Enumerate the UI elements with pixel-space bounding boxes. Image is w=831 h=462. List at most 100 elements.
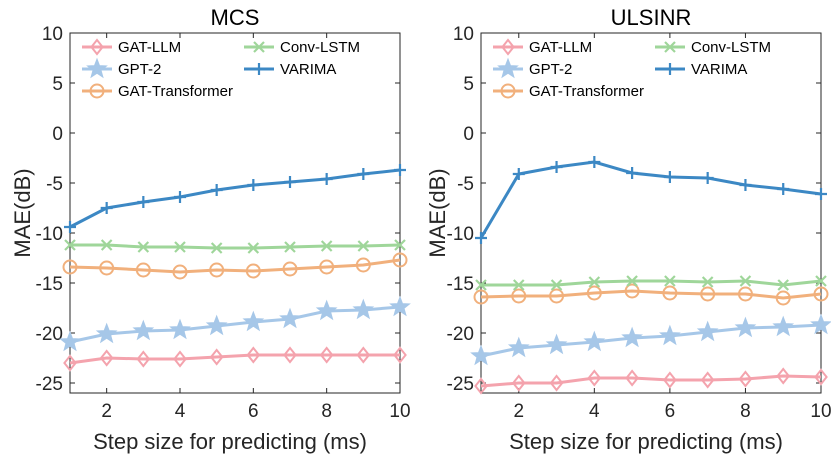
data-point — [169, 318, 191, 340]
data-point — [319, 259, 335, 275]
data-point — [279, 307, 301, 329]
legend: GAT-LLM GPT-2 GAT-Transformer Conv-LSTM VARI… — [493, 38, 771, 100]
series-line — [69, 168, 401, 229]
legend-item: Conv-LSTM — [244, 39, 360, 56]
legend-marker — [501, 38, 515, 56]
series-gat-transformer — [62, 252, 408, 280]
data-point — [205, 314, 228, 336]
data-point — [550, 279, 563, 291]
legend: GAT-LLM GPT-2 GAT-Transformer Conv-LSTM VARI… — [82, 38, 360, 100]
legend-marker — [664, 41, 676, 53]
data-point — [352, 298, 375, 320]
data-point — [210, 242, 223, 254]
legend-label: VARIMA — [280, 61, 336, 78]
data-point — [394, 239, 406, 251]
data-point — [588, 156, 601, 168]
data-point — [512, 168, 525, 180]
series-gat-llm — [474, 367, 828, 395]
data-point — [64, 221, 76, 233]
x-axis-label: Step size for predicting (ms) — [93, 429, 367, 454]
data-point — [172, 264, 188, 280]
series-line — [480, 374, 822, 388]
data-point — [814, 368, 828, 386]
x-tick-label: 10 — [810, 401, 831, 422]
y-tick-label: -15 — [36, 274, 63, 295]
x-tick-label: 10 — [389, 401, 410, 422]
data-point — [583, 330, 606, 352]
y-tick-label: -20 — [447, 324, 474, 345]
series-line — [69, 353, 400, 365]
y-tick-label: -15 — [447, 274, 474, 295]
series-gat-llm — [63, 346, 407, 372]
data-point — [545, 333, 568, 355]
y-tick-label: 10 — [42, 24, 63, 45]
y-tick-label: -10 — [36, 224, 63, 245]
data-point — [389, 295, 411, 317]
data-point — [137, 241, 150, 253]
chart-title: MCS — [211, 5, 260, 30]
data-point — [209, 262, 225, 278]
data-point — [283, 346, 297, 364]
data-point — [473, 289, 489, 305]
data-point — [626, 167, 639, 179]
series-line — [480, 289, 822, 300]
data-point — [511, 374, 526, 392]
data-point — [356, 346, 371, 364]
y-tick-label: 5 — [463, 74, 474, 95]
data-point — [394, 164, 406, 176]
legend-marker — [90, 38, 104, 56]
data-point — [470, 344, 492, 366]
x-tick-label: 8 — [321, 401, 332, 422]
y-axis-label: MAE(dB) — [425, 168, 450, 257]
legend-item: VARIMA — [655, 61, 747, 78]
legend-item: Conv-LSTM — [655, 39, 771, 56]
series-line — [69, 305, 401, 344]
data-point — [174, 241, 186, 253]
data-point — [173, 350, 187, 368]
data-point — [662, 285, 678, 301]
legend-item: GAT-Transformer — [82, 83, 233, 100]
legend-label: GAT-Transformer — [529, 83, 644, 100]
legend-item: GAT-Transformer — [493, 83, 644, 100]
data-point — [135, 262, 151, 278]
series-gpt-2 — [470, 313, 831, 366]
data-point — [95, 322, 118, 344]
y-tick-label: -10 — [447, 224, 474, 245]
data-point — [320, 240, 333, 252]
x-tick-label: 4 — [175, 401, 186, 422]
chart-ulsinr: ULSINR 10 5 0 -5 -10 -15 -20 -25 2 4 6 8 10 Step size … — [425, 5, 831, 454]
y-tick-label: -20 — [36, 324, 63, 345]
data-point — [247, 179, 260, 191]
data-point — [357, 168, 370, 180]
data-point — [739, 275, 752, 287]
legend-item: GPT-2 — [82, 57, 161, 79]
legend-label: Conv-LSTM — [280, 39, 360, 56]
legend-label: VARIMA — [691, 61, 747, 78]
data-point — [64, 239, 76, 251]
data-point — [59, 330, 81, 352]
data-point — [100, 202, 113, 214]
series-conv-lstm — [475, 275, 827, 291]
series-line — [480, 323, 822, 358]
data-point — [810, 313, 831, 335]
data-point — [776, 367, 791, 385]
data-point — [696, 320, 719, 342]
data-point — [355, 257, 371, 273]
data-point — [734, 316, 757, 338]
series-line — [479, 160, 822, 239]
legend-marker — [253, 41, 265, 53]
data-point — [320, 173, 333, 185]
data-point — [315, 299, 338, 321]
y-tick-label: 5 — [52, 74, 63, 95]
data-point — [588, 276, 601, 288]
x-tick-label: 6 — [248, 401, 259, 422]
data-point — [246, 346, 261, 364]
data-point — [813, 286, 829, 302]
y-tick-label: -25 — [447, 374, 474, 395]
data-point — [137, 196, 150, 208]
data-point — [549, 374, 564, 392]
data-point — [284, 241, 296, 253]
data-point — [624, 283, 640, 299]
data-point — [174, 191, 186, 203]
